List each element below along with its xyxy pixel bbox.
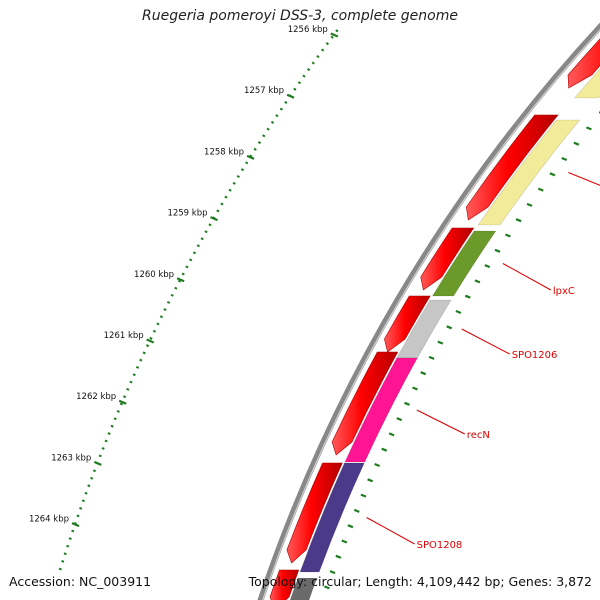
ruler-minor-tick xyxy=(515,218,522,223)
gene-leader-line xyxy=(568,172,600,186)
ruler-minor-tick xyxy=(329,570,336,575)
gene-leader-line xyxy=(461,328,510,355)
ruler-major-tick xyxy=(286,93,295,99)
gene-leader-line xyxy=(416,409,466,435)
ruler-minor-tick xyxy=(353,508,360,513)
kbp-ruler: 1256 kbp 1257 kbp 1258 kbp 1259 kbp 1260 kbp… xyxy=(29,25,600,590)
ruler-tick-label: 1258 kbp xyxy=(204,147,244,157)
ruler-minor-tick xyxy=(381,447,388,452)
ruler-minor-tick xyxy=(537,187,544,192)
gene-leader-line xyxy=(366,517,415,545)
backbone-highlight xyxy=(262,29,600,600)
ruler-tick-label: 1260 kbp xyxy=(134,270,174,280)
genome-backbone xyxy=(257,22,600,600)
ruler-minor-tick xyxy=(341,539,348,544)
gene-label-recn[interactable]: recN xyxy=(467,430,490,441)
ruler-tick-label: 1256 kbp xyxy=(288,25,328,35)
ruler-minor-tick xyxy=(323,585,330,590)
ruler-minor-tick xyxy=(585,126,592,131)
ruler-minor-tick xyxy=(464,294,471,299)
ruler-minor-tick xyxy=(437,340,444,345)
cds-arrow xyxy=(331,351,399,456)
ruler-major-tick xyxy=(176,277,185,283)
cds-arrow xyxy=(269,569,300,600)
ruler-minor-tick xyxy=(428,355,435,360)
cds-arrow xyxy=(286,462,343,564)
ruler-minor-tick xyxy=(412,386,418,391)
ruler-tick-label: 1263 kbp xyxy=(51,453,91,463)
ruler-minor-tick xyxy=(360,493,367,498)
ruler-tick-label: 1262 kbp xyxy=(76,392,116,402)
ruler-major-tick xyxy=(93,460,102,466)
ruler-major-tick xyxy=(118,399,127,405)
ruler-major-tick xyxy=(146,338,155,344)
ruler-minor-tick xyxy=(374,462,381,468)
ruler-minor-tick xyxy=(561,156,568,162)
ruler-tick-label: 1261 kbp xyxy=(104,331,144,341)
genome-summary-text: Topology: circular; Length: 4,109,442 bp… xyxy=(248,574,592,589)
ruler-minor-tick xyxy=(420,371,427,376)
ruler-major-tick xyxy=(330,32,339,38)
ruler-minor-tick xyxy=(573,141,580,146)
backbone-arc xyxy=(257,22,600,600)
ruler-minor-tick xyxy=(388,432,395,437)
gene-band-spo1208[interactable] xyxy=(299,462,365,573)
gene-label-spo1206[interactable]: SPO1206 xyxy=(512,350,558,361)
gene-leader-line xyxy=(502,263,552,291)
map-title: Ruegeria pomeroyi DSS-3, complete genome xyxy=(142,8,458,24)
ruler-minor-tick xyxy=(347,524,354,529)
ruler-major-tick xyxy=(246,154,255,160)
ruler-minor-tick xyxy=(404,401,410,406)
ruler-dotted-arc xyxy=(58,29,339,571)
ruler-minor-tick xyxy=(494,248,501,253)
ruler-minor-tick xyxy=(446,325,453,330)
gene-label-lpxc[interactable]: lpxC xyxy=(553,286,575,297)
ruler-minor-tick xyxy=(335,554,342,559)
gene-features xyxy=(269,0,600,600)
ruler-tick-label: 1257 kbp xyxy=(244,86,284,96)
ruler-minor-tick xyxy=(474,279,481,284)
gene-labels: ftsAftsZlpxCSPO1206recNSPO1208 xyxy=(366,172,600,551)
cds-arrow xyxy=(420,227,475,291)
cds-arrow xyxy=(465,114,559,221)
ruler-minor-tick xyxy=(367,478,374,483)
ruler-minor-tick xyxy=(455,309,462,315)
ruler-minor-tick xyxy=(396,417,403,422)
ruler-tick-label: 1259 kbp xyxy=(167,209,207,219)
gene-label-spo1208[interactable]: SPO1208 xyxy=(417,540,463,551)
gene-band-recn[interactable] xyxy=(344,357,418,463)
accession-text: Accession: NC_003911 xyxy=(9,574,152,589)
ruler-minor-tick xyxy=(526,202,533,207)
gene-band-lpxc[interactable] xyxy=(431,230,497,297)
cds-arrow xyxy=(384,295,431,353)
gene-band-ftsa[interactable] xyxy=(574,0,600,99)
cds-arrow xyxy=(567,38,600,89)
ruler-major-tick xyxy=(210,216,218,222)
ruler-minor-tick xyxy=(484,264,491,269)
gene-band-ftsz[interactable] xyxy=(477,119,581,226)
ruler-major-tick xyxy=(71,522,80,528)
ruler-tick-label: 1264 kbp xyxy=(29,515,69,525)
ruler-minor-tick xyxy=(549,172,556,177)
gene-band-partial xyxy=(290,578,317,600)
ruler-minor-tick xyxy=(504,233,511,238)
